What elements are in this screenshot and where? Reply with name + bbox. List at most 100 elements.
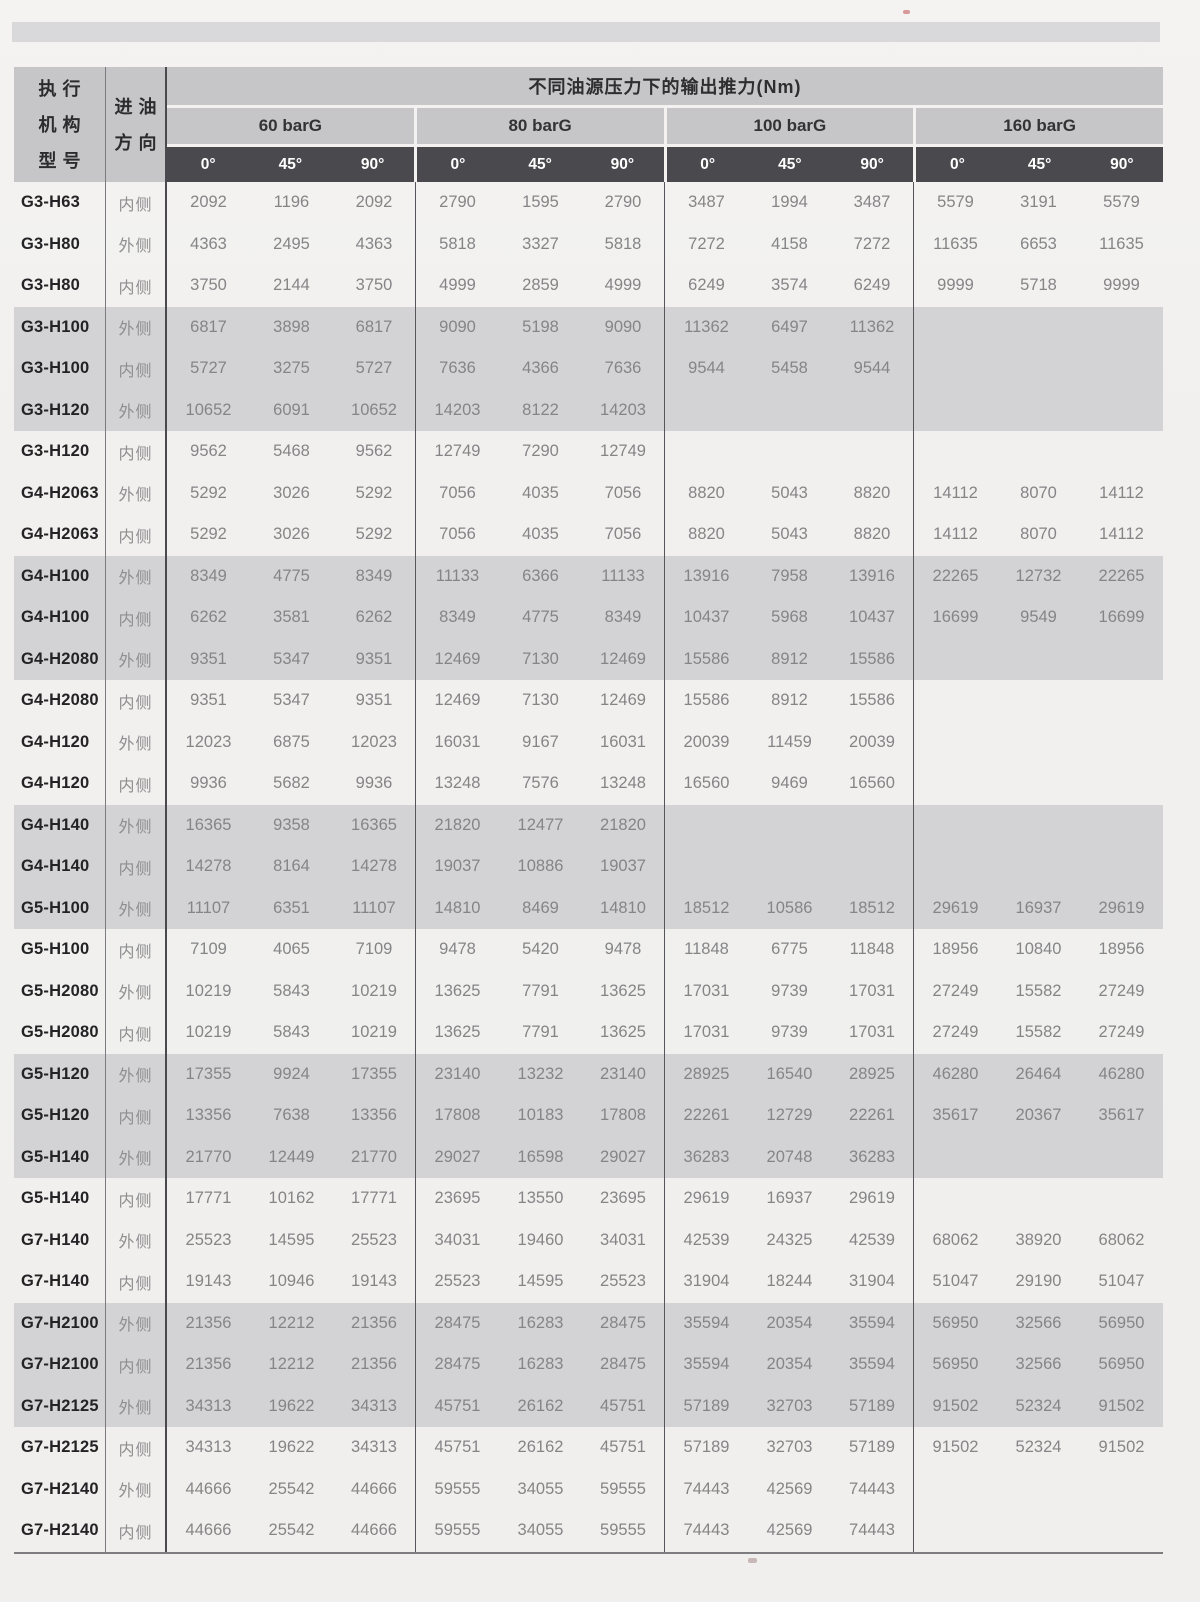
thrust-value-cell: 57189 xyxy=(831,1385,914,1427)
oil-direction-cell: 内侧 xyxy=(106,1510,167,1552)
thrust-value-cell: 45751 xyxy=(434,1396,481,1415)
thrust-value-cell: 11107 xyxy=(186,898,231,917)
actuator-model-cell: G7-H140 xyxy=(14,1261,106,1303)
thrust-value-cell: 52324 xyxy=(1015,1396,1062,1415)
thrust-value-cell: 16937 xyxy=(1015,898,1062,917)
thrust-value-cell xyxy=(665,805,748,847)
thrust-value-cell: 9739 xyxy=(771,981,808,1000)
thrust-value-cell: 3898 xyxy=(273,317,310,336)
thrust-value-cell: 16283 xyxy=(517,1313,564,1332)
thrust-value-cell: 9562 xyxy=(333,431,416,473)
thrust-value-cell: 34031 xyxy=(582,1219,665,1261)
thrust-value-cell: 16699 xyxy=(932,608,979,627)
thrust-value-cell: 7109 xyxy=(190,940,227,959)
thrust-value-cell: 14112 xyxy=(933,483,978,502)
thrust-value-cell: 7636 xyxy=(439,359,476,378)
thrust-value-cell: 5718 xyxy=(1020,276,1057,295)
thrust-value-cell: 20748 xyxy=(766,1147,813,1166)
thrust-value-cell xyxy=(997,639,1080,681)
thrust-value-cell: 11635 xyxy=(1099,234,1144,253)
thrust-value-cell xyxy=(1080,390,1163,432)
table-row: G3-H80 外侧 4363 2495 4363 5818 3327 5818 7272 4158… xyxy=(14,223,1163,265)
thrust-value-cell xyxy=(914,348,997,390)
angle-header: 0° xyxy=(949,155,965,173)
thrust-value-cell: 6262 xyxy=(333,597,416,639)
thrust-value-cell: 12729 xyxy=(766,1106,813,1125)
thrust-value-cell: 9351 xyxy=(333,638,416,680)
thrust-value-cell: 15586 xyxy=(683,691,730,710)
oil-direction-cell: 内侧 xyxy=(106,182,167,224)
thrust-value-cell: 4065 xyxy=(273,940,310,959)
thrust-value-cell: 14112 xyxy=(1099,525,1144,544)
oil-direction-cell: 外侧 xyxy=(106,389,167,431)
thrust-value-cell: 10437 xyxy=(831,597,914,639)
table-row: G4-H120 内侧 9936 5682 9936 13248 7576 13248 16560… xyxy=(14,763,1163,805)
thrust-value-cell: 16365 xyxy=(185,815,232,834)
thrust-value-cell: 16540 xyxy=(766,1064,813,1083)
oil-direction-cell: 外侧 xyxy=(106,804,167,846)
thrust-value-cell: 8349 xyxy=(439,608,476,627)
scan-artifact xyxy=(903,10,910,14)
thrust-value-cell: 26464 xyxy=(1015,1064,1062,1083)
thrust-value-cell: 8164 xyxy=(273,857,310,876)
thrust-value-cell xyxy=(997,1510,1080,1552)
thrust-value-cell: 12469 xyxy=(434,649,481,668)
oil-direction-cell: 内侧 xyxy=(106,265,167,307)
thrust-value-cell: 11848 xyxy=(684,940,729,959)
thrust-value-cell: 5198 xyxy=(522,317,559,336)
oil-direction-cell: 外侧 xyxy=(106,721,167,763)
thrust-value-cell: 9167 xyxy=(522,732,559,751)
table-row: G7-H2140 内侧 44666 25542 44666 59555 34055 59555… xyxy=(14,1510,1163,1552)
thrust-value-cell: 11459 xyxy=(767,732,812,751)
header-line: 进油 xyxy=(114,96,163,117)
table-row: G4-H140 外侧 16365 9358 16365 21820 12477 21820 xyxy=(14,804,1163,847)
thrust-value-cell: 7958 xyxy=(771,566,808,585)
thrust-value-cell: 57189 xyxy=(831,1427,914,1469)
table-row: G5-H140 外侧 21770 12449 21770 29027 16598 29027 3… xyxy=(14,1136,1163,1178)
thrust-value-cell: 32566 xyxy=(1015,1313,1062,1332)
thrust-value-cell: 17031 xyxy=(831,1012,914,1054)
thrust-value-cell: 9478 xyxy=(439,940,476,959)
thrust-value-cell: 11848 xyxy=(831,929,914,971)
thrust-value-cell: 10183 xyxy=(517,1106,564,1125)
thrust-value-cell: 57189 xyxy=(683,1438,730,1457)
table-row: G5-H140 内侧 17771 10162 17771 23695 13550 23695 2… xyxy=(14,1178,1163,1220)
thrust-value-cell: 12749 xyxy=(434,442,481,461)
thrust-value-cell: 17355 xyxy=(333,1053,416,1095)
table-row: G7-H140 外侧 25523 14595 25523 34031 19460 34031 4… xyxy=(14,1219,1163,1261)
table-row: G4-H120 外侧 12023 6875 12023 16031 9167 16031 200… xyxy=(14,721,1163,763)
oil-direction-cell: 外侧 xyxy=(106,306,167,348)
table-row: G4-H100 外侧 8349 4775 8349 11133 6366 11133 13916… xyxy=(14,555,1163,597)
table-row: G5-H100 外侧 11107 6351 11107 14810 8469 14810 185… xyxy=(14,887,1163,929)
thrust-value-cell: 36283 xyxy=(683,1147,730,1166)
thrust-value-cell: 10652 xyxy=(333,389,416,431)
thrust-value-cell: 16598 xyxy=(517,1147,564,1166)
angle-header: 90° xyxy=(1110,155,1134,173)
thrust-value-cell: 5292 xyxy=(333,472,416,514)
thrust-value-cell: 1595 xyxy=(522,193,559,212)
actuator-model-cell: G3-H100 xyxy=(14,306,106,348)
table-row: G7-H2125 外侧 34313 19622 34313 45751 26162 45751… xyxy=(14,1385,1163,1427)
actuator-model-cell: G4-H2080 xyxy=(14,680,106,722)
thrust-value-cell: 9090 xyxy=(582,306,665,348)
scan-artifact xyxy=(748,1558,757,1563)
actuator-model-cell: G3-H120 xyxy=(14,389,106,431)
thrust-value-cell: 29190 xyxy=(1015,1272,1062,1291)
angle-header: 45° xyxy=(278,155,303,173)
thrust-value-cell: 3191 xyxy=(1020,193,1057,212)
angle-header-group: 0° 45° 90° xyxy=(666,147,914,182)
thrust-value-cell: 7056 xyxy=(439,483,476,502)
thrust-value-cell xyxy=(1080,639,1163,681)
thrust-value-cell xyxy=(1080,431,1163,473)
actuator-model-cell: G4-H120 xyxy=(14,763,106,805)
oil-direction-cell: 内侧 xyxy=(106,348,167,390)
thrust-value-cell: 20354 xyxy=(766,1313,813,1332)
thrust-value-cell: 9358 xyxy=(273,815,310,834)
thrust-value-cell: 10437 xyxy=(683,608,730,627)
thrust-value-cell: 11635 xyxy=(933,234,978,253)
thrust-value-cell: 18512 xyxy=(831,887,914,929)
thrust-value-cell: 59555 xyxy=(434,1479,481,1498)
thrust-value-cell: 2790 xyxy=(439,193,476,212)
thrust-value-cell xyxy=(997,680,1080,722)
thrust-value-cell: 31904 xyxy=(831,1261,914,1303)
